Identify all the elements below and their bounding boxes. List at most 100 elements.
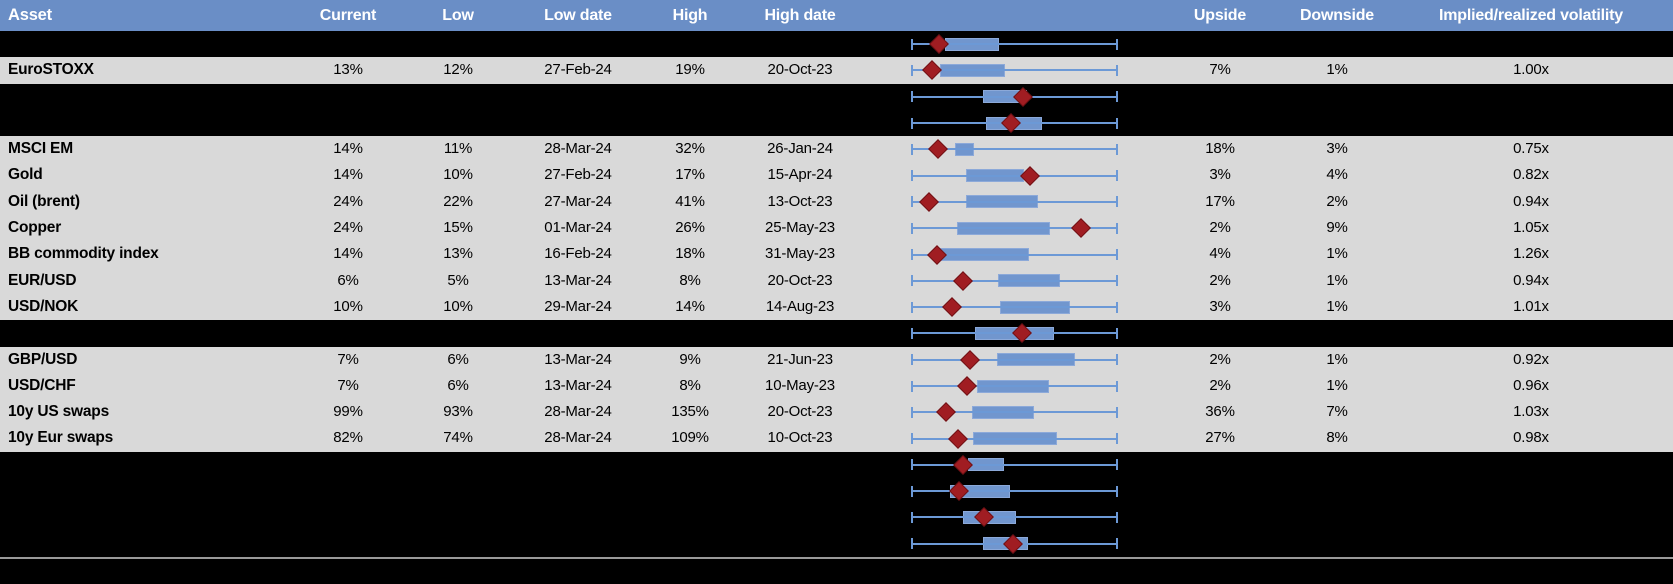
whisker-cap-right [1116, 406, 1118, 418]
cell-low: 6% [447, 376, 469, 394]
cell-low: 6% [447, 350, 469, 368]
cell-vol: 0.94x [1513, 271, 1549, 289]
cell-downside: 1% [1326, 376, 1348, 394]
table-row: 10y Eur swaps 82% 74% 28-Mar-24 109% 10-Oct-2… [0, 425, 1673, 452]
cell-asset: 10y Eur swaps [8, 429, 114, 447]
whisker-line [912, 43, 1117, 46]
table-row: USD/CHF 7% 6% 13-Mar-24 8% 10-May-23 2% 1% 0.96x [0, 372, 1673, 400]
cell-low: 13% [443, 245, 473, 263]
cell-low: 15% [443, 219, 473, 237]
cell-vol: 1.00x [1513, 61, 1549, 79]
whisker-cap-right [1116, 354, 1118, 366]
boxplot [911, 399, 1118, 425]
boxplot [911, 504, 1118, 530]
column-header-downside: Downside [1300, 7, 1374, 24]
cell-vol: 0.94x [1513, 192, 1549, 210]
footer-strip [0, 558, 1673, 584]
whisker-line [912, 306, 1117, 309]
cell-asset: Gold [8, 166, 43, 184]
table-row: Gold 14% 10% 27-Feb-24 17% 15-Apr-24 3% 4% 0.82x [0, 162, 1673, 189]
boxplot [911, 373, 1118, 399]
cell-asset: BB commodity index [8, 245, 159, 263]
table-body: EuroSTOXX 13% 12% 27-Feb-24 19% 20-Oct-23 7% 1%… [0, 31, 1673, 557]
cell-current: 13% [333, 61, 363, 79]
spacer-row [0, 320, 1673, 347]
cell-vol: 0.82x [1513, 166, 1549, 184]
cell-high: 8% [679, 376, 701, 394]
cell-low-date: 28-Mar-24 [544, 140, 612, 158]
cell-high: 17% [675, 166, 705, 184]
cell-high: 18% [675, 245, 705, 263]
boxplot [911, 136, 1118, 162]
cell-current: 7% [337, 376, 359, 394]
cell-high: 26% [675, 219, 705, 237]
whisker-cap-right [1116, 143, 1118, 155]
table-header-row: Asset Current Low Low date High High date Upsi… [0, 0, 1673, 31]
diamond-marker [936, 402, 956, 423]
whisker-line [912, 200, 1117, 203]
whisker-cap-left [911, 538, 913, 550]
cell-downside: 1% [1326, 297, 1348, 315]
table-row: EUR/USD 6% 5% 13-Mar-24 8% 20-Oct-23 2% 1% 0.94x [0, 267, 1673, 294]
spacer-row [0, 478, 1673, 505]
cell-high: 135% [671, 403, 709, 421]
boxplot [911, 425, 1118, 451]
whisker-cap-left [911, 380, 913, 392]
boxplot [911, 268, 1118, 294]
cell-vol: 0.92x [1513, 350, 1549, 368]
spacer-row [0, 504, 1673, 531]
cell-high: 8% [679, 271, 701, 289]
cell-upside: 3% [1209, 166, 1231, 184]
cell-current: 14% [333, 140, 363, 158]
cell-current: 82% [333, 429, 363, 447]
cell-vol: 1.05x [1513, 219, 1549, 237]
whisker-cap-left [911, 354, 913, 366]
boxplot [911, 241, 1118, 267]
diamond-marker [952, 270, 973, 291]
cell-current: 7% [337, 350, 359, 368]
cell-current: 24% [333, 219, 363, 237]
cell-vol: 0.75x [1513, 140, 1549, 158]
whisker-cap-left [911, 91, 913, 103]
cell-high-date: 20-Oct-23 [767, 403, 833, 421]
cell-low-date: 01-Mar-24 [544, 219, 612, 237]
whisker-cap-left [911, 511, 913, 523]
cell-high: 9% [679, 350, 701, 368]
boxplot [911, 57, 1118, 83]
cell-high-date: 10-Oct-23 [767, 429, 833, 447]
diamond-marker [921, 60, 942, 81]
whisker-cap-right [1116, 433, 1118, 445]
cell-low: 74% [443, 429, 473, 447]
whisker-cap-left [911, 170, 913, 182]
cell-low-date: 27-Feb-24 [544, 166, 612, 184]
whisker-line [912, 463, 1117, 466]
column-header-asset: Asset [8, 6, 52, 24]
whisker-line [912, 411, 1117, 414]
whisker-line [912, 358, 1117, 361]
whisker-cap-left [911, 64, 913, 76]
whisker-line [912, 437, 1117, 440]
whisker-cap-right [1116, 538, 1118, 550]
table-row: MSCI EM 14% 11% 28-Mar-24 32% 26-Jan-24 18% 3% 0… [0, 136, 1673, 163]
table-row: EuroSTOXX 13% 12% 27-Feb-24 19% 20-Oct-23 7% 1%… [0, 57, 1673, 84]
column-header-low: Low [442, 7, 474, 24]
whisker-line [912, 516, 1117, 519]
cell-upside: 4% [1209, 245, 1231, 263]
cell-low: 10% [443, 166, 473, 184]
table-row: USD/NOK 10% 10% 29-Mar-24 14% 14-Aug-23 3% 1% 1.… [0, 293, 1673, 321]
whisker-cap-left [911, 249, 913, 261]
cell-low-date: 13-Mar-24 [544, 271, 612, 289]
whisker-cap-right [1116, 275, 1118, 287]
cell-low-date: 29-Mar-24 [544, 297, 612, 315]
cell-high-date: 15-Apr-24 [767, 166, 833, 184]
boxplot [911, 31, 1118, 57]
cell-vol: 1.03x [1513, 403, 1549, 421]
column-header-low-date: Low date [544, 7, 612, 24]
whisker-cap-right [1116, 38, 1118, 50]
whisker-cap-right [1116, 459, 1118, 471]
cell-current: 99% [333, 403, 363, 421]
cell-low: 5% [447, 271, 469, 289]
cell-upside: 2% [1209, 271, 1231, 289]
cell-upside: 3% [1209, 297, 1231, 315]
whisker-line [912, 227, 1117, 230]
